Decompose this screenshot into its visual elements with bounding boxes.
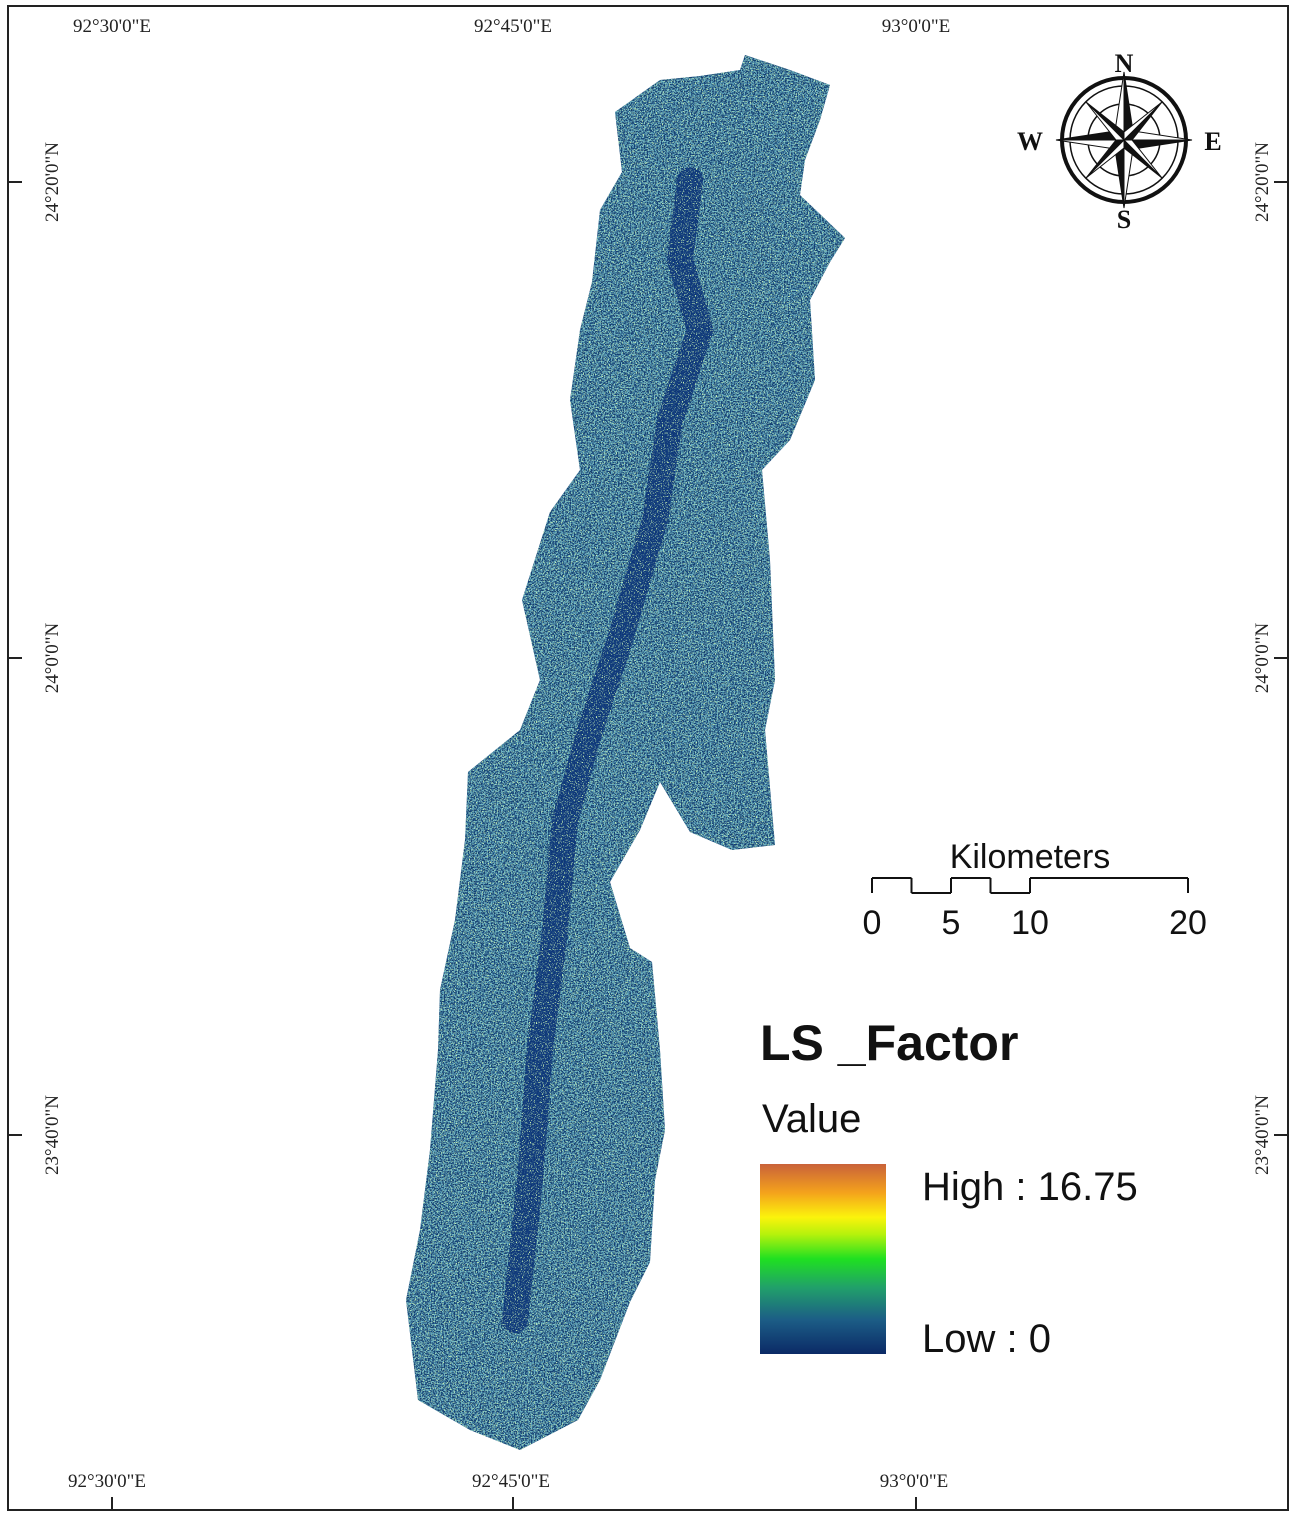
legend-low: Low : 0 — [922, 1317, 1051, 1361]
scale-label: 20 — [1169, 904, 1207, 942]
graticule-ticks — [8, 181, 1288, 1510]
legend-high: High : 16.75 — [922, 1165, 1138, 1209]
coord-label: 92°45'0"E — [472, 1471, 550, 1492]
compass-rose — [1055, 71, 1193, 209]
coord-label: 93°0'0"E — [882, 16, 950, 37]
legend-subtitle: Value — [762, 1097, 861, 1141]
compass-w: W — [1017, 127, 1043, 156]
scale-bar: 0 5 10 20 — [863, 877, 1207, 942]
coord-label: 92°45'0"E — [474, 16, 552, 37]
coord-label: 23°40'0"N — [42, 1095, 63, 1175]
map-frame — [7, 5, 1289, 1511]
scale-unit: Kilometers — [950, 838, 1111, 876]
coord-label: 24°20'0"N — [1252, 142, 1273, 222]
legend-color-ramp — [760, 1164, 886, 1354]
compass-e: E — [1204, 127, 1221, 156]
compass-s: S — [1117, 205, 1131, 234]
scale-label: 5 — [942, 904, 961, 942]
coord-label: 93°0'0"E — [880, 1471, 948, 1492]
scale-label: 0 — [863, 904, 882, 942]
coord-label: 24°0'0"N — [42, 622, 63, 693]
coord-label: 92°30'0"E — [68, 1471, 146, 1492]
scale-label: 10 — [1011, 904, 1049, 942]
legend-title: LS _Factor — [760, 1015, 1018, 1071]
coord-label: 92°30'0"E — [73, 16, 151, 37]
coord-label: 23°40'0"N — [1252, 1095, 1273, 1175]
coord-label: 24°20'0"N — [42, 142, 63, 222]
compass-n: N — [1115, 49, 1134, 78]
coord-label: 24°0'0"N — [1252, 622, 1273, 693]
